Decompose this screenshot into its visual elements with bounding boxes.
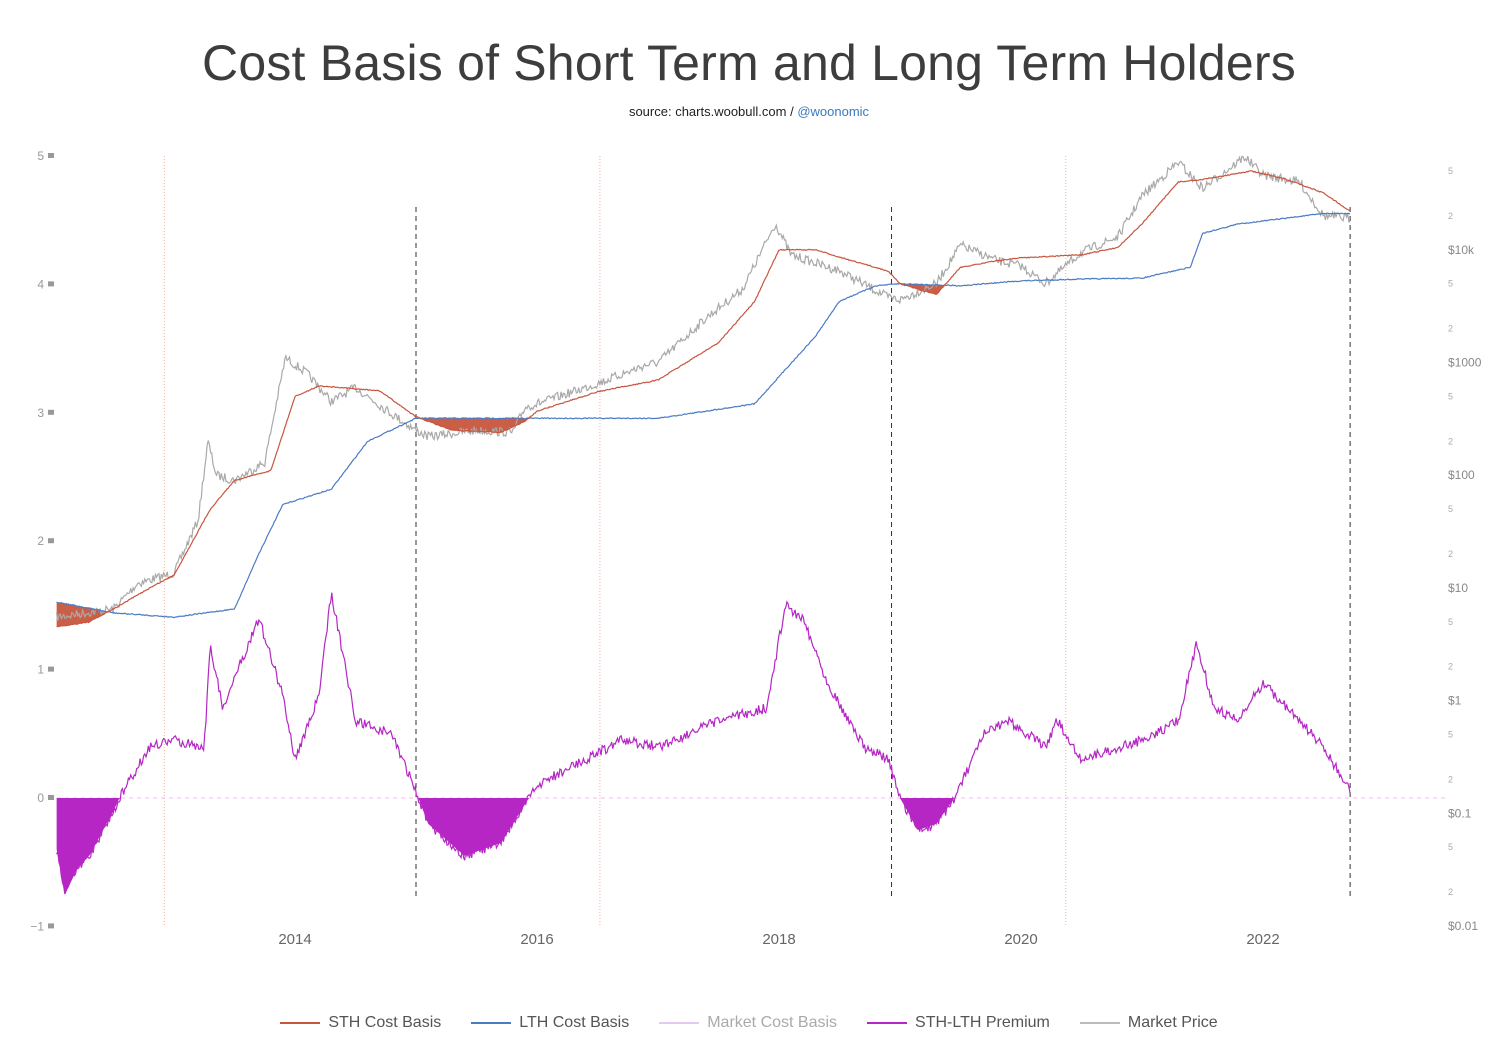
legend-swatch	[280, 1022, 321, 1024]
right-axis-minor-label: 5	[1448, 730, 1453, 740]
legend-swatch	[867, 1022, 908, 1024]
left-axis-tick-mark	[48, 923, 54, 929]
left-axis-tick-mark	[48, 795, 54, 800]
left-axis-tick-label: 3	[37, 406, 44, 420]
right-axis-tick-label: $1	[1448, 694, 1462, 708]
legend-label: STH-LTH Premium	[915, 1014, 1050, 1031]
left-axis-tick-label: −1	[30, 919, 44, 933]
right-axis-minor-label: 2	[1448, 324, 1453, 334]
sth-cost-basis-line	[56, 170, 1351, 628]
left-axis-tick-mark	[48, 153, 54, 158]
right-axis-tick-label: $10	[1448, 581, 1468, 595]
legend-label: Market Price	[1127, 1014, 1218, 1031]
left-axis-tick-mark	[48, 409, 54, 415]
legend-item-premium[interactable]: STH-LTH Premium	[867, 1014, 1050, 1032]
right-axis-minor-label: 2	[1448, 774, 1453, 784]
left-axis-tick-label: 1	[37, 663, 44, 677]
legend-label: STH Cost Basis	[328, 1014, 442, 1031]
legend-item-market-price[interactable]: Market Price	[1079, 1014, 1218, 1032]
left-axis-tick-label: 0	[37, 791, 44, 805]
right-axis-minor-label: 2	[1448, 211, 1453, 221]
left-axis-tick-label: 2	[37, 534, 44, 548]
chart-subtitle: source: charts.woobull.com / @woonomic	[0, 104, 1498, 119]
left-axis-tick-label: 5	[37, 149, 44, 163]
legend-label: LTH Cost Basis	[519, 1014, 630, 1031]
left-axis-tick-mark	[48, 281, 54, 287]
legend-swatch	[471, 1022, 512, 1024]
right-axis-tick-label: $0.01	[1448, 919, 1478, 933]
right-axis-tick-label: $100	[1448, 468, 1475, 482]
premium-negative-fill	[56, 798, 1351, 894]
left-axis-tick-label: 4	[37, 277, 44, 291]
left-axis-tick-mark	[48, 666, 54, 672]
right-axis-tick-label: $10k	[1448, 243, 1475, 257]
x-axis-tick-label: 2016	[520, 931, 553, 948]
legend-item-lth[interactable]: LTH Cost Basis	[471, 1014, 629, 1032]
right-axis-minor-label: 2	[1448, 887, 1453, 897]
x-axis-tick-label: 2022	[1246, 931, 1279, 948]
lth-cost-basis-line	[56, 212, 1351, 619]
right-axis-minor-label: 5	[1448, 391, 1453, 401]
x-axis-tick-label: 2018	[762, 931, 795, 948]
right-axis-minor-label: 5	[1448, 617, 1453, 627]
right-axis-tick-label: $1000	[1448, 356, 1482, 370]
right-axis-minor-label: 2	[1448, 549, 1453, 559]
right-axis-tick-label: $0.1	[1448, 806, 1472, 820]
source-text: source: charts.woobull.com /	[628, 104, 798, 119]
author-handle-link[interactable]: @woonomic	[797, 104, 870, 119]
right-axis-minor-label: 5	[1448, 842, 1453, 852]
right-axis-minor-label: 2	[1448, 436, 1453, 446]
sth-below-lth-fill	[56, 213, 1351, 627]
legend: STH Cost Basis LTH Cost Basis Market Cos…	[0, 1014, 1498, 1032]
right-axis-minor-label: 2	[1448, 662, 1453, 672]
chart-title: Cost Basis of Short Term and Long Term H…	[202, 35, 1296, 91]
legend-item-sth[interactable]: STH Cost Basis	[280, 1014, 441, 1032]
right-axis-minor-label: 5	[1448, 279, 1453, 289]
right-axis-minor-label: 5	[1448, 166, 1453, 176]
right-axis-minor-label: 5	[1448, 504, 1453, 514]
legend-swatch	[1079, 1022, 1120, 1024]
legend-item-market-cost-basis[interactable]: Market Cost Basis	[659, 1014, 837, 1032]
left-axis-tick-mark	[48, 538, 54, 544]
sth-lth-premium-line	[56, 592, 1351, 895]
x-axis-tick-label: 2014	[278, 931, 311, 948]
x-axis-tick-label: 2020	[1004, 931, 1037, 948]
chart-plot: −1 0 1 2 3 4 5 $0.01 2 5 $0.1 2 5 $1 2 5 $10 2 5 $100 2 5 $100…	[30, 149, 1482, 948]
market-price-line	[56, 155, 1351, 621]
legend-label: Market Cost Basis	[707, 1014, 838, 1031]
legend-swatch	[659, 1022, 700, 1024]
